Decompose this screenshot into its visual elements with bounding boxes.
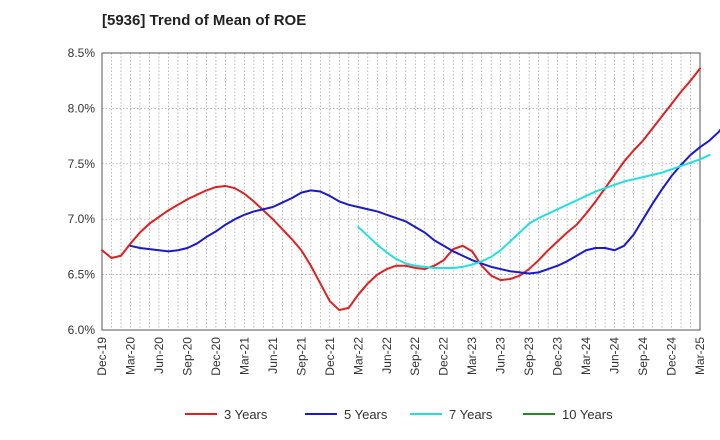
x-tick-label: Dec-24	[665, 337, 679, 376]
x-tick-label: Sep-22	[408, 337, 422, 376]
y-tick-label: 6.5%	[68, 268, 96, 282]
x-tick-label: Dec-23	[551, 337, 565, 376]
legend-label: 5 Years	[344, 407, 388, 422]
legend: 3 Years 5 Years 7 Years 10 Years	[185, 407, 613, 422]
x-tick-label: Dec-22	[437, 337, 451, 376]
x-tick-label: Mar-24	[579, 337, 593, 375]
y-tick-label: 8.5%	[68, 46, 96, 60]
x-tick-label: Dec-21	[323, 337, 337, 376]
plot-frame	[101, 52, 701, 331]
y-tick-label: 7.5%	[68, 157, 96, 171]
series-line-3-years	[101, 67, 701, 312]
x-tick-label: Mar-25	[693, 337, 707, 375]
x-tick-label: Jun-20	[152, 337, 166, 374]
x-tick-label: Mar-22	[351, 337, 365, 375]
x-tick-label: Jun-23	[494, 337, 508, 374]
x-tick-label: Mar-20	[123, 337, 137, 375]
grid-lines	[102, 53, 700, 330]
x-tick-label: Jun-21	[266, 337, 280, 374]
y-tick-label: 7.0%	[68, 212, 96, 226]
x-tick-label: Mar-21	[237, 337, 251, 375]
x-tick-label: Jun-24	[608, 337, 622, 374]
series-line-5-years	[129, 128, 720, 275]
x-tick-label: Dec-19	[95, 337, 109, 376]
x-tick-label: Dec-20	[209, 337, 223, 376]
x-tick-label: Sep-20	[180, 337, 194, 376]
x-tick-label: Jun-22	[380, 337, 394, 374]
x-tick-label: Mar-23	[465, 337, 479, 375]
y-tick-label: 8.0%	[68, 101, 96, 115]
legend-label: 10 Years	[562, 407, 613, 422]
x-tick-label: Sep-21	[294, 337, 308, 376]
x-tick-label: Sep-24	[636, 337, 650, 376]
y-tick-label: 6.0%	[68, 323, 96, 337]
series-line-7-years	[357, 153, 711, 269]
chart-title: [5936] Trend of Mean of ROE	[102, 12, 307, 29]
legend-label: 7 Years	[449, 407, 493, 422]
x-tick-label: Sep-23	[522, 337, 536, 376]
plot-area	[102, 53, 700, 330]
legend-label: 3 Years	[224, 407, 268, 422]
